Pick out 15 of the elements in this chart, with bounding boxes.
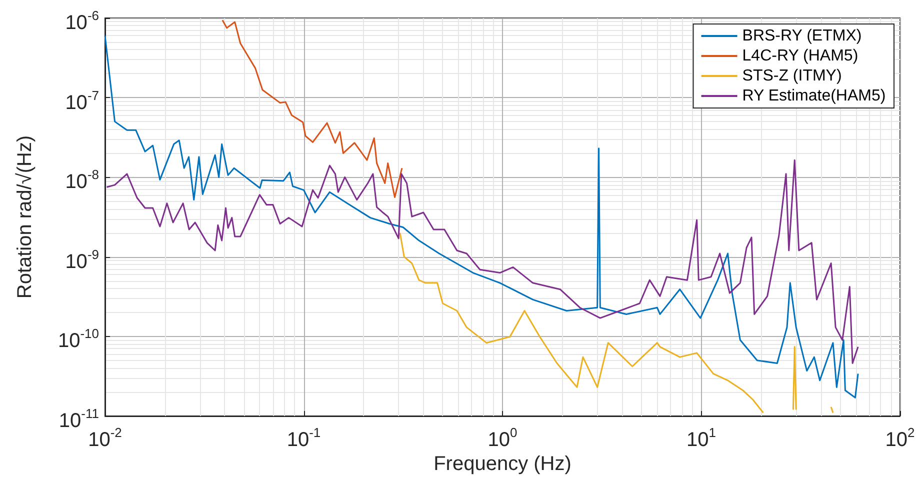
y-tick-label: 10$^{-9}$ bbox=[65, 246, 99, 273]
x-tick-label: 10$^{0}$ bbox=[488, 425, 518, 451]
y-tick-label: 10$^{-10}$ bbox=[58, 326, 99, 352]
y-tick-label: 10$^{-7}$ bbox=[65, 88, 99, 114]
y-axis-title: Rotation rad/√(Hz) bbox=[14, 135, 36, 299]
x-tick-label: 10$^{-1}$ bbox=[286, 425, 321, 451]
y-tick-label: 10$^{-8}$ bbox=[65, 167, 99, 194]
legend-label: BRS-RY (ETMX) bbox=[742, 28, 862, 44]
legend-label: L4C-RY (HAM5) bbox=[742, 48, 858, 64]
legend-label: RY Estimate(HAM5) bbox=[742, 88, 886, 104]
x-tick-label: 10$^{1}$ bbox=[686, 425, 716, 451]
legend-label: STS-Z (ITMY) bbox=[742, 68, 842, 84]
y-tick-label: 10$^{-6}$ bbox=[65, 8, 99, 34]
x-tick-label: 10$^{2}$ bbox=[885, 425, 915, 451]
x-axis-title: Frequency (Hz) bbox=[434, 453, 572, 475]
